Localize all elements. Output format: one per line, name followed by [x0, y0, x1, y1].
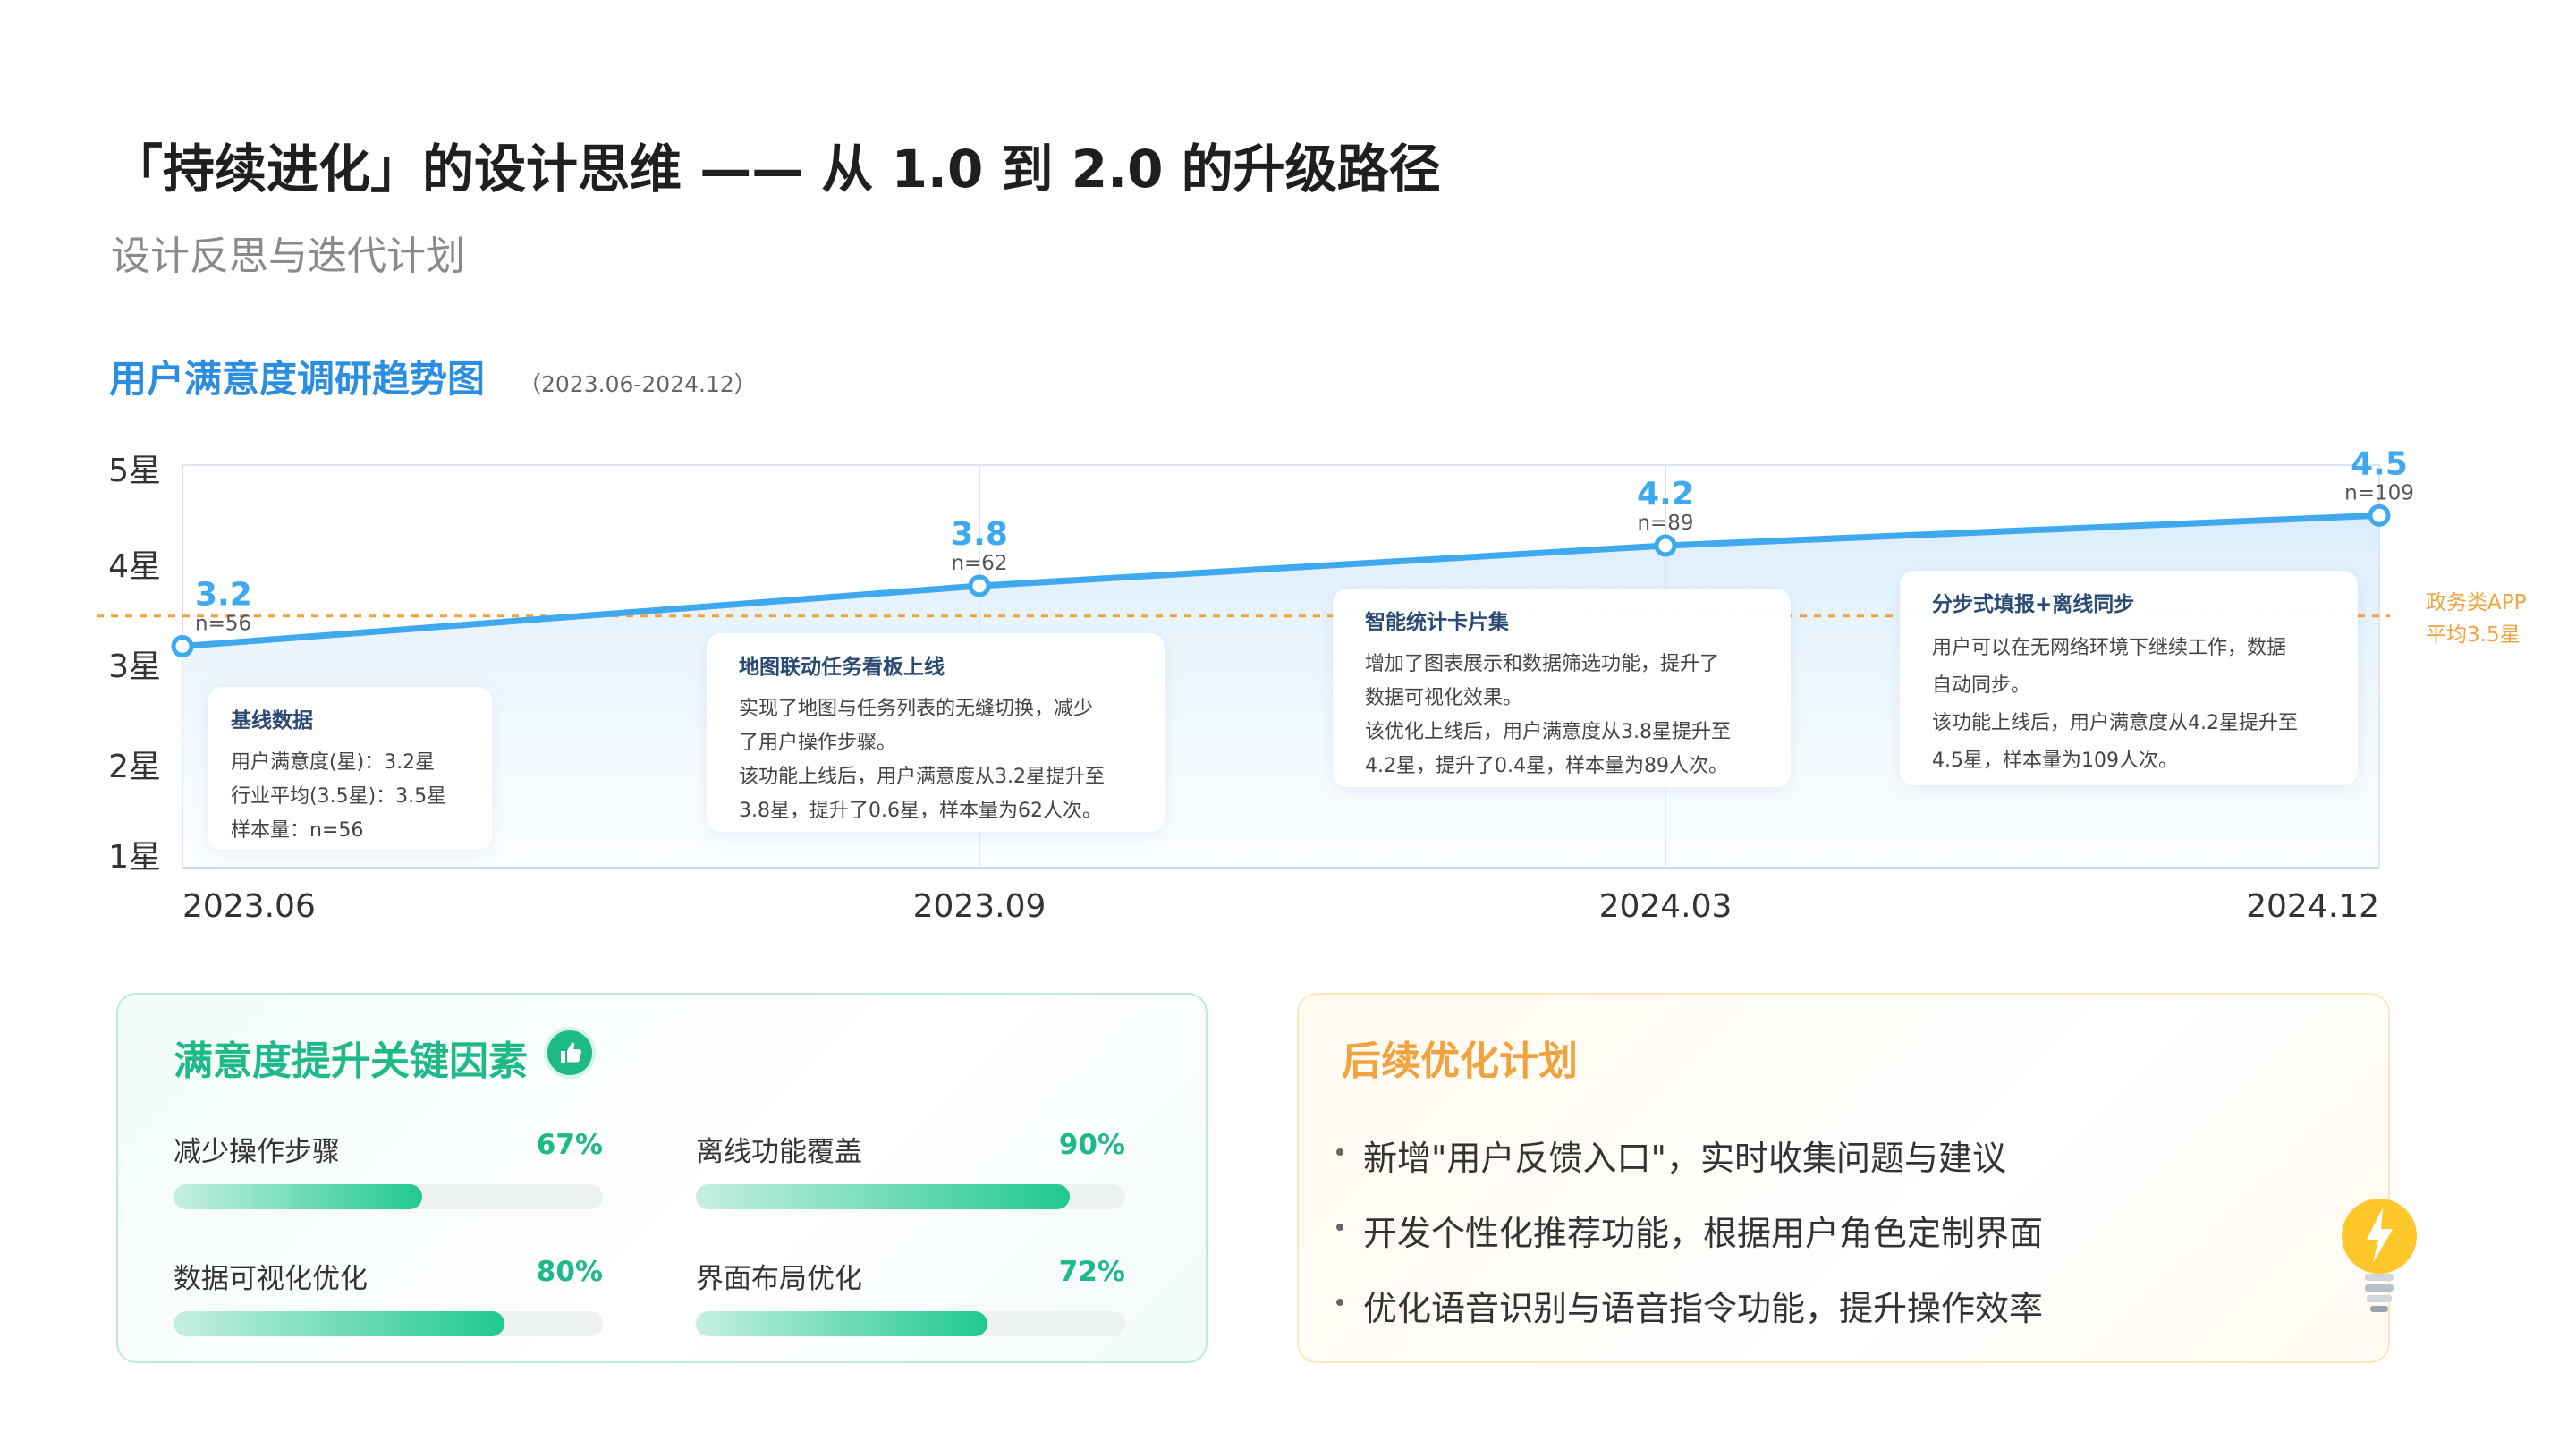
annotation-line: 行业平均(3.5星)：3.5星 [231, 785, 447, 808]
data-label: 3.8 [951, 516, 1008, 553]
reference-line-label: 平均3.5星 [2426, 623, 2521, 647]
bullet-icon [1336, 1224, 1343, 1231]
data-point [2368, 504, 2391, 527]
annotation-line: 4.5星，样本量为109人次。 [1932, 750, 2178, 772]
factor-percent: 72% [1058, 1256, 1125, 1288]
series-line [179, 512, 2383, 649]
optimization-plan-title: 后续优化计划 [1342, 1038, 1578, 1084]
factor-progress-fill [696, 1311, 988, 1336]
annotation-line: 该功能上线后，用户满意度从3.2星提升至 [739, 766, 1105, 788]
data-point [968, 574, 991, 597]
factor-label: 减少操作步骤 [174, 1136, 340, 1168]
factor-label: 界面布局优化 [696, 1263, 862, 1295]
x-tick-label: 2023.09 [913, 888, 1046, 925]
factor-progress-fill [174, 1311, 504, 1336]
plan-item-text: 开发个性化推荐功能，根据用户角色定制界面 [1363, 1214, 2044, 1253]
y-tick-label: 5星 [108, 453, 161, 489]
plan-item: 新增"用户反馈入口"，实时收集问题与建议 [1336, 1131, 2006, 1180]
data-point [171, 635, 194, 657]
factor-layout-optimization: 界面布局优化 72% [696, 1256, 1125, 1336]
data-label: 3.2 [195, 577, 252, 614]
data-point [1654, 534, 1677, 557]
factor-label: 离线功能覆盖 [696, 1136, 862, 1168]
annotation-line: 用户可以在无网络环境下继续工作，数据 [1932, 637, 2287, 659]
y-tick-label: 2星 [108, 749, 161, 785]
factor-data-visualization: 数据可视化优化 80% [174, 1256, 603, 1336]
chart-title: 用户满意度调研趋势图 [109, 357, 486, 401]
annotation-line: 该功能上线后，用户满意度从4.2星提升至 [1932, 712, 2298, 734]
plan-item: 开发个性化推荐功能，根据用户角色定制界面 [1336, 1206, 2044, 1255]
lightbulb-icon [2342, 1199, 2417, 1312]
annotation-title: 分步式填报+离线同步 [1932, 593, 2135, 616]
x-tick-label: 2024.12 [2246, 888, 2379, 925]
annotation-line: 自动同步。 [1932, 674, 2031, 697]
data-points: 3.2n=56 3.8n=62 4.2n=89 4.5n=109 [171, 445, 2414, 657]
optimization-plan-panel: 后续优化计划 新增"用户反馈入口"，实时收集问题与建议 开发个性化推荐功能，根据… [1297, 993, 2417, 1363]
data-label: 4.2 [1637, 476, 1694, 513]
annotation-card-stat-cards: 智能统计卡片集 增加了图表展示和数据筛选功能，提升了 数据可视化效果。 该优化上… [1333, 589, 1791, 787]
x-tick-label: 2024.03 [1599, 888, 1733, 925]
plan-item-text: 优化语音识别与语音指令功能，提升操作效率 [1363, 1289, 2044, 1328]
factor-progress-track [174, 1184, 603, 1209]
factor-offline-coverage: 离线功能覆盖 90% [696, 1129, 1125, 1209]
annotation-line: 数据可视化效果。 [1365, 687, 1523, 709]
factor-progress-fill [174, 1184, 423, 1209]
page-subtitle: 设计反思与迭代计划 [111, 233, 465, 279]
annotation-line: 用户满意度(星)：3.2星 [231, 751, 436, 774]
key-factors-panel: 满意度提升关键因素 减少操作步骤 67% 离线功能覆盖 90% 数据可视化优化 … [116, 993, 1208, 1363]
annotation-line: 了用户操作步骤。 [739, 732, 897, 754]
annotation-title: 地图联动任务看板上线 [739, 656, 945, 679]
y-axis: 1星 2星 3星 4星 5星 [108, 453, 161, 876]
plan-item-text: 新增"用户反馈入口"，实时收集问题与建议 [1363, 1139, 2006, 1178]
y-tick-label: 4星 [108, 548, 161, 585]
annotation-line: 样本量：n=56 [231, 819, 364, 842]
annotation-card-map-board: 地图联动任务看板上线 实现了地图与任务列表的无缝切换，减少 了用户操作步骤。 该… [707, 633, 1165, 832]
factor-progress-track [696, 1311, 1125, 1336]
sample-size-label: n=89 [1637, 512, 1693, 535]
plan-item: 优化语音识别与语音指令功能，提升操作效率 [1336, 1281, 2044, 1330]
annotation-line: 4.2星，提升了0.4星，样本量为89人次。 [1365, 755, 1728, 777]
thumbs-up-icon [544, 1027, 596, 1079]
reference-line-label: 政务类APP [2426, 591, 2527, 614]
factor-progress-fill [696, 1184, 1070, 1209]
chart-date-range: （2023.06-2024.12） [519, 371, 757, 397]
key-factors-title: 满意度提升关键因素 [174, 1038, 528, 1084]
y-tick-label: 3星 [108, 648, 161, 685]
x-tick-label: 2023.06 [182, 888, 316, 925]
annotation-line: 实现了地图与任务列表的无缝切换，减少 [739, 698, 1094, 720]
factor-percent: 90% [1058, 1129, 1125, 1161]
annotation-line: 3.8星，提升了0.6星，样本量为62人次。 [739, 800, 1102, 822]
sample-size-label: n=109 [2344, 481, 2414, 504]
annotation-title: 智能统计卡片集 [1365, 611, 1509, 634]
sample-size-label: n=56 [195, 613, 251, 636]
annotation-card-baseline: 基线数据 用户满意度(星)：3.2星 行业平均(3.5星)：3.5星 样本量：n… [208, 687, 492, 850]
y-tick-label: 1星 [108, 839, 161, 876]
factor-progress-track [696, 1184, 1125, 1209]
factor-progress-track [174, 1311, 603, 1336]
page-title: 「持续进化」的设计思维 —— 从 1.0 到 2.0 的升级路径 [111, 139, 1441, 199]
data-label: 4.5 [2351, 445, 2408, 482]
factor-label: 数据可视化优化 [174, 1263, 368, 1295]
factor-reduce-steps: 减少操作步骤 67% [174, 1129, 603, 1209]
factor-percent: 67% [536, 1129, 603, 1161]
sample-size-label: n=62 [951, 552, 1007, 575]
bullet-icon [1336, 1299, 1343, 1306]
annotation-title: 基线数据 [231, 709, 313, 733]
bullet-icon [1336, 1148, 1343, 1156]
factor-percent: 80% [536, 1256, 603, 1288]
x-axis: 2023.06 2023.09 2024.03 2024.12 [182, 888, 2379, 925]
annotation-line: 该优化上线后，用户满意度从3.8星提升至 [1365, 721, 1731, 743]
annotation-card-offline-sync: 分步式填报+离线同步 用户可以在无网络环境下继续工作，数据 自动同步。 该功能上… [1900, 571, 2358, 785]
annotation-line: 增加了图表展示和数据筛选功能，提升了 [1365, 653, 1720, 675]
